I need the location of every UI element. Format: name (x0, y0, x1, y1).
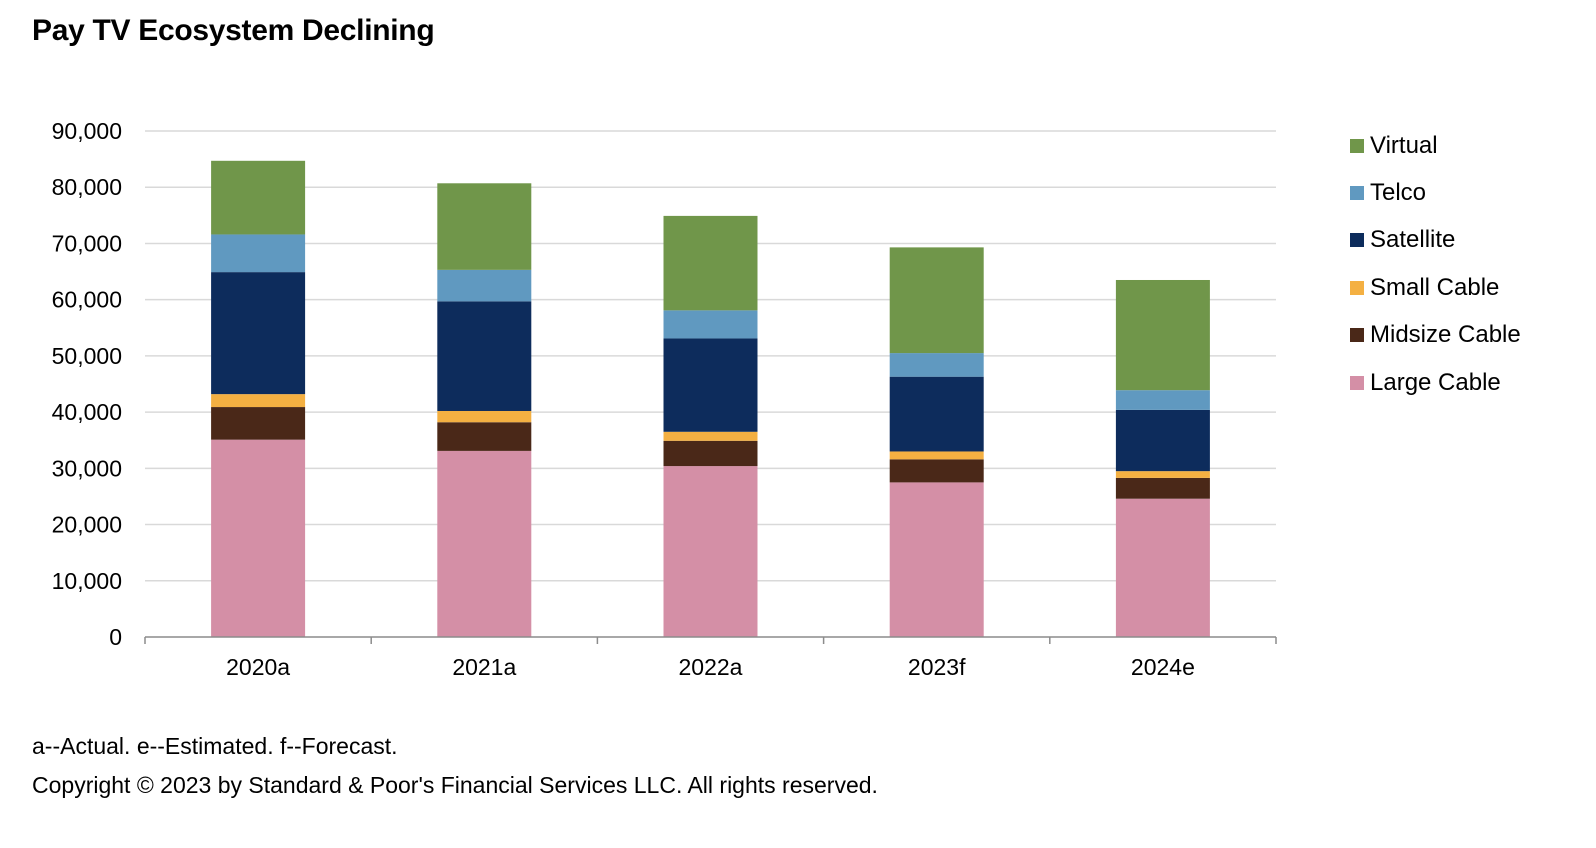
y-tick-label: 0 (109, 624, 122, 650)
legend: Virtual Telco Satellite Small Cable Midsize … (1350, 122, 1521, 406)
bar-segment-satellite (889, 376, 984, 452)
bar-segment-large-cable (437, 450, 532, 637)
legend-swatch (1350, 233, 1364, 248)
bar-segment-small-cable (437, 410, 532, 423)
bars (211, 160, 1210, 637)
bar-segment-virtual (889, 247, 984, 354)
bar-segment-telco (437, 269, 532, 302)
bar-stack-2021a (437, 183, 532, 637)
bar-segment-midsize-cable (437, 422, 532, 451)
y-tick-label: 30,000 (52, 455, 122, 481)
chart-title: Pay TV Ecosystem Declining (32, 14, 435, 47)
bar-stack-2024e (1115, 279, 1210, 637)
bar-segment-large-cable (663, 466, 758, 637)
y-tick-label: 90,000 (52, 118, 122, 144)
legend-item-midsize-cable: Midsize Cable (1350, 312, 1521, 359)
bar-segment-midsize-cable (211, 407, 306, 440)
legend-swatch (1350, 280, 1364, 295)
x-tick-label: 2022a (679, 654, 743, 680)
bar-stack-2020a (211, 160, 306, 637)
y-tick-label: 50,000 (52, 343, 122, 369)
bar-segment-virtual (437, 183, 532, 270)
bar-segment-midsize-cable (663, 440, 758, 467)
legend-item-telco: Telco (1350, 169, 1521, 216)
legend-label: Large Cable (1370, 368, 1501, 396)
bar-segment-telco (889, 353, 984, 377)
bar-segment-satellite (211, 272, 306, 395)
bar-segment-midsize-cable (889, 459, 984, 483)
legend-item-large-cable: Large Cable (1350, 359, 1521, 406)
bar-segment-virtual (663, 215, 758, 311)
bar-segment-small-cable (211, 394, 306, 408)
legend-label: Small Cable (1370, 273, 1500, 301)
bar-segment-satellite (437, 301, 532, 411)
bar-segment-large-cable (211, 439, 306, 637)
legend-swatch (1350, 375, 1364, 390)
y-tick-label: 10,000 (52, 568, 122, 594)
bar-segment-small-cable (1115, 471, 1210, 478)
bar-segment-satellite (663, 338, 758, 432)
legend-item-satellite: Satellite (1350, 217, 1521, 264)
y-tick-label: 40,000 (52, 399, 122, 425)
x-tick-label: 2024e (1131, 654, 1195, 680)
legend-swatch (1350, 138, 1364, 153)
x-tick-label: 2021a (452, 654, 516, 680)
y-tick-label: 60,000 (52, 287, 122, 313)
legend-label: Virtual (1370, 131, 1438, 159)
bar-stack-2023f (889, 247, 984, 637)
y-axis-ticks: 0 10,000 20,000 30,000 40,000 50,000 60,000 70,… (52, 118, 122, 650)
y-tick-label: 20,000 (52, 512, 122, 538)
bar-segment-small-cable (663, 431, 758, 441)
legend-swatch (1350, 186, 1364, 201)
legend-item-virtual: Virtual (1350, 122, 1521, 169)
legend-item-small-cable: Small Cable (1350, 264, 1521, 311)
bar-stack-2022a (663, 215, 758, 637)
bar-segment-telco (211, 234, 306, 273)
bar-segment-large-cable (889, 482, 984, 637)
x-axis: 2020a 2021a 2022a 2023f 2024e (144, 636, 1277, 680)
bar-segment-small-cable (889, 451, 984, 460)
footnote-copyright: Copyright © 2023 by Standard & Poor's Fi… (32, 772, 878, 798)
legend-swatch (1350, 328, 1364, 343)
bar-segment-large-cable (1115, 498, 1210, 637)
y-tick-label: 80,000 (52, 174, 122, 200)
bar-segment-virtual (1115, 279, 1210, 391)
x-tick-label: 2023f (908, 654, 966, 680)
y-tick-label: 70,000 (52, 230, 122, 256)
bar-segment-virtual (211, 160, 306, 235)
legend-label: Telco (1370, 179, 1427, 207)
legend-label: Midsize Cable (1370, 321, 1521, 349)
bar-segment-midsize-cable (1115, 477, 1210, 499)
bar-segment-satellite (1115, 409, 1210, 472)
footnote-legend-note: a--Actual. e--Estimated. f--Forecast. (32, 733, 398, 759)
bar-segment-telco (1115, 390, 1210, 410)
x-tick-label: 2020a (226, 654, 290, 680)
legend-label: Satellite (1370, 226, 1456, 254)
bar-segment-telco (663, 310, 758, 339)
